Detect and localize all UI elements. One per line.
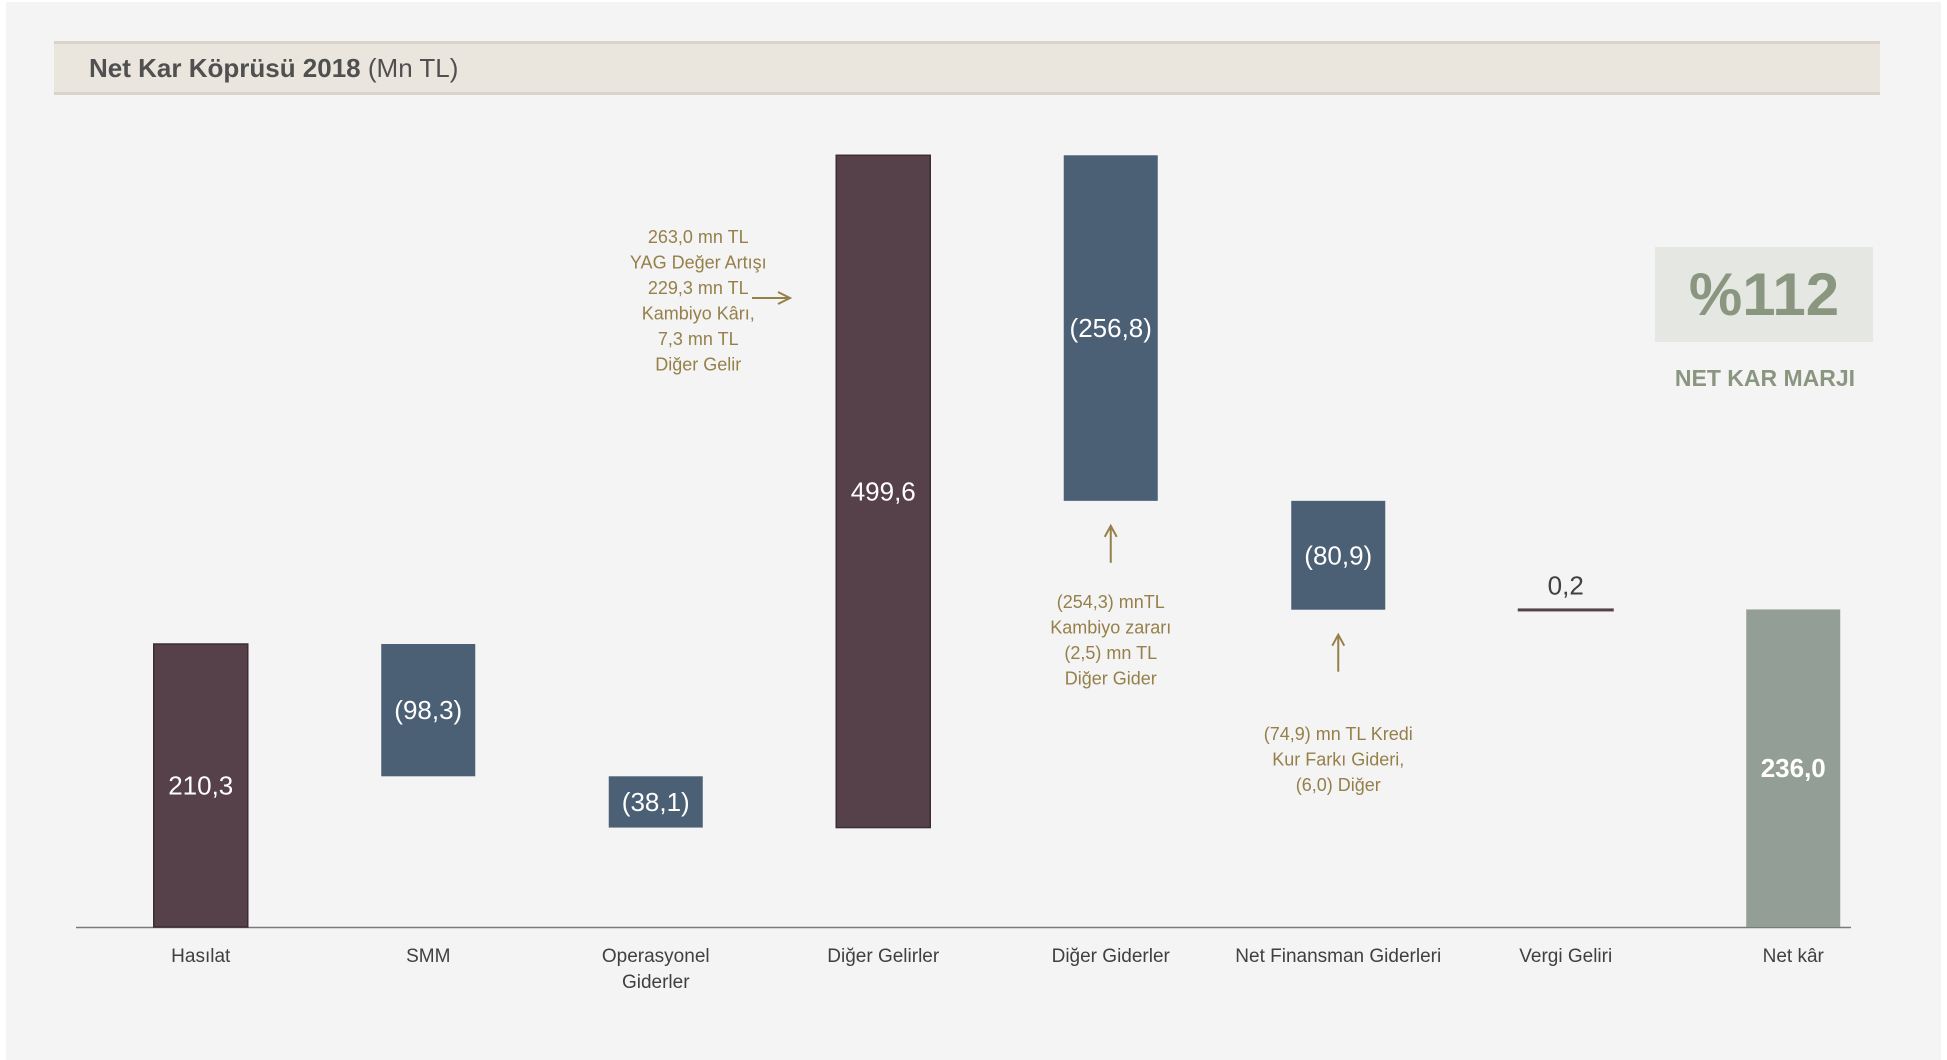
chart-title-main: Net Kar Köprüsü 2018	[89, 53, 361, 83]
annotation-net-finansman-giderleri-text: (74,9) mn TL Kredi Kur Farkı Gideri, (6,0)…	[1264, 724, 1413, 795]
title-bar: Net Kar Köprüsü 2018 (Mn TL)	[54, 41, 1880, 95]
category-label-operasyonel-giderler: Operasyonel Giderler	[602, 946, 710, 993]
category-label-diger-gelirler: Diğer Gelirler	[827, 946, 940, 967]
annotation-diger-gelirler-arrow-head	[777, 291, 793, 305]
net-margin-label: NET KAR MARJI	[1674, 365, 1856, 391]
data-label-hasilat: 210,3	[168, 771, 233, 801]
net-margin-box: %112	[1655, 247, 1873, 342]
bar-hasilat	[153, 643, 249, 928]
data-label-net-kar: 236,0	[1761, 753, 1826, 783]
bar-diger-gelirler	[835, 154, 931, 829]
bar-vergi-geliri	[1517, 608, 1614, 612]
data-label-diger-giderler: (256,8)	[1070, 313, 1152, 343]
annotation-diger-giderler-arrow-head	[1103, 523, 1118, 538]
chart-title: Net Kar Köprüsü 2018 (Mn TL)	[89, 44, 458, 92]
data-label-smm: (98,3)	[394, 695, 462, 725]
bar-operasyonel-giderler	[608, 776, 703, 828]
annotation-diger-gelirler-text: 263,0 mn TL YAG Değer Artışı 229,3 mn TL Ka…	[630, 227, 767, 375]
category-label-smm: SMM	[406, 946, 450, 967]
data-label-operasyonel-giderler: (38,1)	[622, 787, 690, 817]
data-label-net-finansman-giderleri: (80,9)	[1304, 540, 1372, 570]
annotation-net-finansman-giderleri-arrow-head	[1331, 632, 1346, 647]
chart-title-unit: (Mn TL)	[367, 53, 459, 83]
data-label-diger-gelirler: 499,6	[851, 476, 916, 506]
data-label-vergi-geliri: 0,2	[1548, 570, 1584, 600]
bar-diger-giderler	[1063, 155, 1158, 501]
net-margin-value: %112	[1688, 261, 1840, 328]
bar-net-kar	[1746, 609, 1841, 927]
slide-canvas	[6, 2, 1941, 1060]
category-label-net-kar: Net kâr	[1763, 946, 1825, 967]
bar-smm	[381, 644, 476, 777]
annotation-diger-giderler-text: (254,3) mnTL Kambiyo zararı (2,5) mn TL Diğ…	[1050, 592, 1171, 689]
category-label-vergi-geliri: Vergi Geliri	[1519, 946, 1612, 967]
bar-net-finansman-giderleri	[1291, 500, 1386, 610]
category-label-hasilat: Hasılat	[171, 946, 231, 967]
category-label-net-finansman-giderleri: Net Finansman Giderleri	[1235, 946, 1441, 967]
category-label-diger-giderler: Diğer Giderler	[1052, 946, 1171, 967]
